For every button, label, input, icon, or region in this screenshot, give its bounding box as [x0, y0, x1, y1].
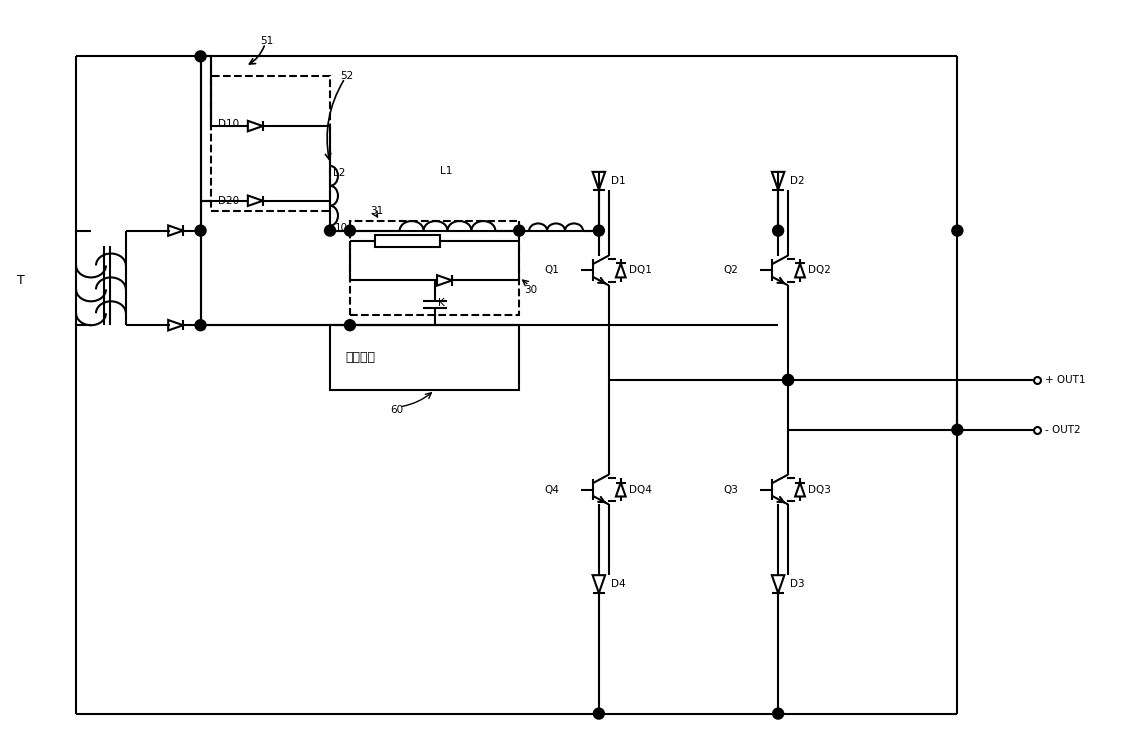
Text: 51: 51: [261, 36, 273, 46]
Text: 检测组件: 检测组件: [345, 351, 374, 364]
Circle shape: [195, 51, 206, 62]
Circle shape: [773, 708, 784, 719]
Circle shape: [345, 320, 355, 331]
Text: L1: L1: [439, 166, 452, 176]
Circle shape: [773, 225, 784, 236]
Bar: [211, 76, 330, 211]
Text: DQ3: DQ3: [808, 485, 831, 495]
Circle shape: [593, 225, 604, 236]
Text: Q2: Q2: [724, 266, 739, 276]
Text: K: K: [437, 298, 444, 308]
Circle shape: [513, 225, 525, 236]
Circle shape: [195, 225, 206, 236]
Text: D10: D10: [218, 119, 240, 129]
Text: Q1: Q1: [544, 266, 559, 276]
Circle shape: [324, 225, 336, 236]
Text: 60: 60: [389, 405, 403, 414]
Circle shape: [951, 225, 963, 236]
Text: L2: L2: [333, 168, 345, 178]
Text: D4: D4: [611, 579, 626, 589]
Text: 30: 30: [525, 285, 537, 295]
Text: 10: 10: [335, 223, 348, 233]
Circle shape: [783, 374, 793, 386]
Text: - OUT2: - OUT2: [1045, 425, 1081, 435]
Circle shape: [783, 374, 793, 386]
Circle shape: [345, 225, 355, 236]
Text: 31: 31: [370, 205, 384, 216]
Circle shape: [195, 320, 206, 331]
Text: D20: D20: [218, 196, 240, 206]
Bar: [330, 325, 519, 390]
Text: DQ1: DQ1: [629, 266, 652, 276]
Text: Q3: Q3: [724, 485, 739, 495]
Text: DQ2: DQ2: [808, 266, 831, 276]
Text: T: T: [17, 274, 25, 287]
Bar: [349, 220, 519, 316]
Text: D2: D2: [790, 176, 805, 186]
Bar: [374, 235, 439, 247]
Text: DQ4: DQ4: [629, 485, 652, 495]
Text: 52: 52: [340, 71, 353, 82]
Text: D1: D1: [611, 176, 626, 186]
Circle shape: [951, 424, 963, 435]
Circle shape: [593, 708, 604, 719]
Text: + OUT1: + OUT1: [1045, 375, 1086, 385]
Text: D3: D3: [790, 579, 805, 589]
Text: Q4: Q4: [544, 485, 559, 495]
